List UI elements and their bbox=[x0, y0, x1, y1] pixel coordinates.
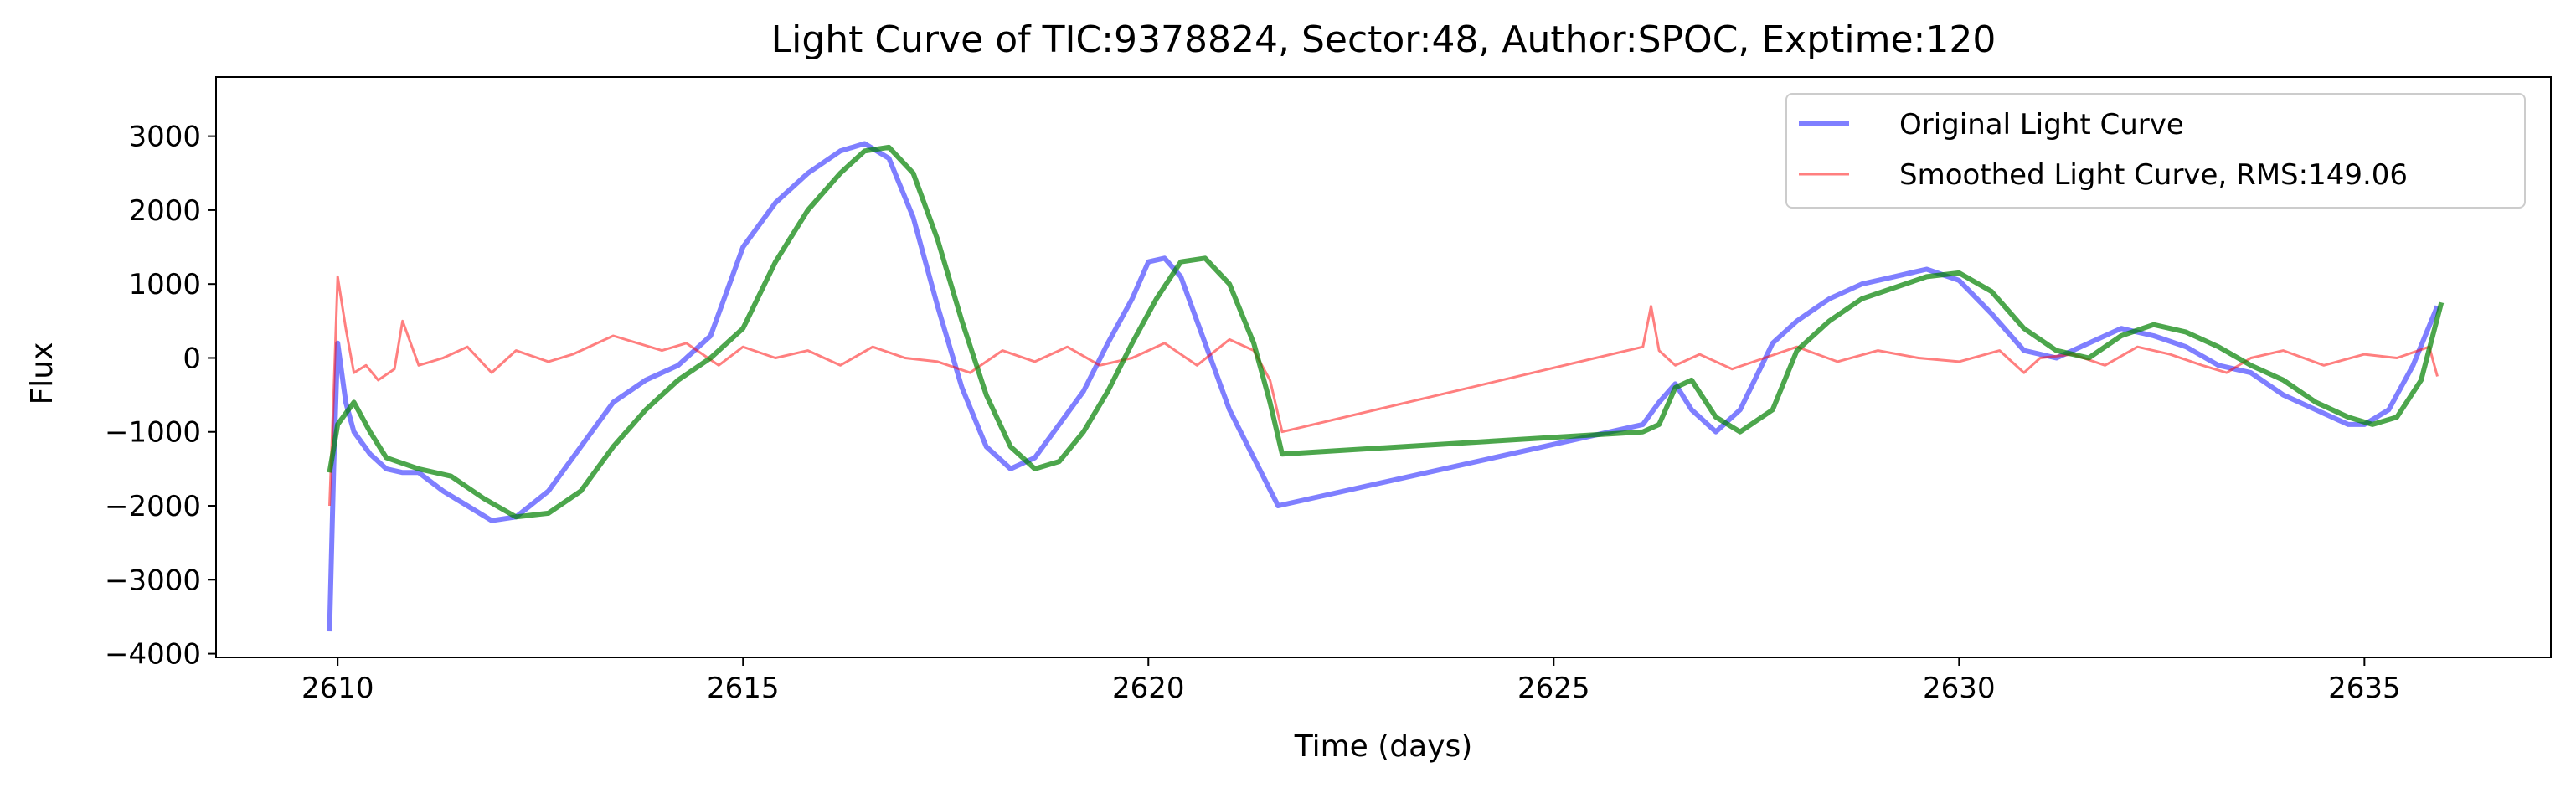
x-tick-label: 2625 bbox=[1517, 672, 1590, 705]
x-tick-label: 2610 bbox=[301, 672, 374, 705]
y-axis: −4000 −3000 −2000 −1000 0 1000 2000 3000 bbox=[105, 121, 216, 672]
x-axis: 2610 2615 2620 2625 2630 2635 bbox=[301, 657, 2401, 705]
legend-label-smoothed: Smoothed Light Curve, RMS:149.06 bbox=[1899, 158, 2408, 192]
y-tick-label: 3000 bbox=[128, 121, 201, 154]
series-line-2 bbox=[327, 144, 2445, 520]
legend-box bbox=[1785, 93, 2526, 209]
plot-area-frame bbox=[215, 76, 2552, 658]
series-line-1 bbox=[328, 275, 2439, 507]
y-tick-label: 0 bbox=[183, 342, 201, 375]
y-tick-label: 2000 bbox=[128, 194, 201, 228]
y-tick-label: −3000 bbox=[105, 564, 201, 597]
chart-title: Light Curve of TIC:9378824, Sector:48, A… bbox=[771, 18, 1996, 61]
legend-label-original: Original Light Curve bbox=[1899, 108, 2184, 142]
series-layer bbox=[327, 141, 2445, 632]
legend: Original Light Curve Smoothed Light Curv… bbox=[1785, 93, 2526, 209]
y-tick-label: −1000 bbox=[105, 416, 201, 450]
y-axis-label: Flux bbox=[25, 342, 59, 405]
series-line-0 bbox=[327, 141, 2440, 632]
y-tick-label: −4000 bbox=[105, 638, 201, 672]
y-tick-label: 1000 bbox=[128, 268, 201, 301]
x-tick-label: 2635 bbox=[2328, 672, 2401, 705]
x-tick-label: 2630 bbox=[1923, 672, 1996, 705]
x-tick-label: 2615 bbox=[707, 672, 780, 705]
y-tick-label: −2000 bbox=[105, 490, 201, 523]
x-tick-label: 2620 bbox=[1112, 672, 1185, 705]
x-axis-label: Time (days) bbox=[1294, 729, 1473, 764]
